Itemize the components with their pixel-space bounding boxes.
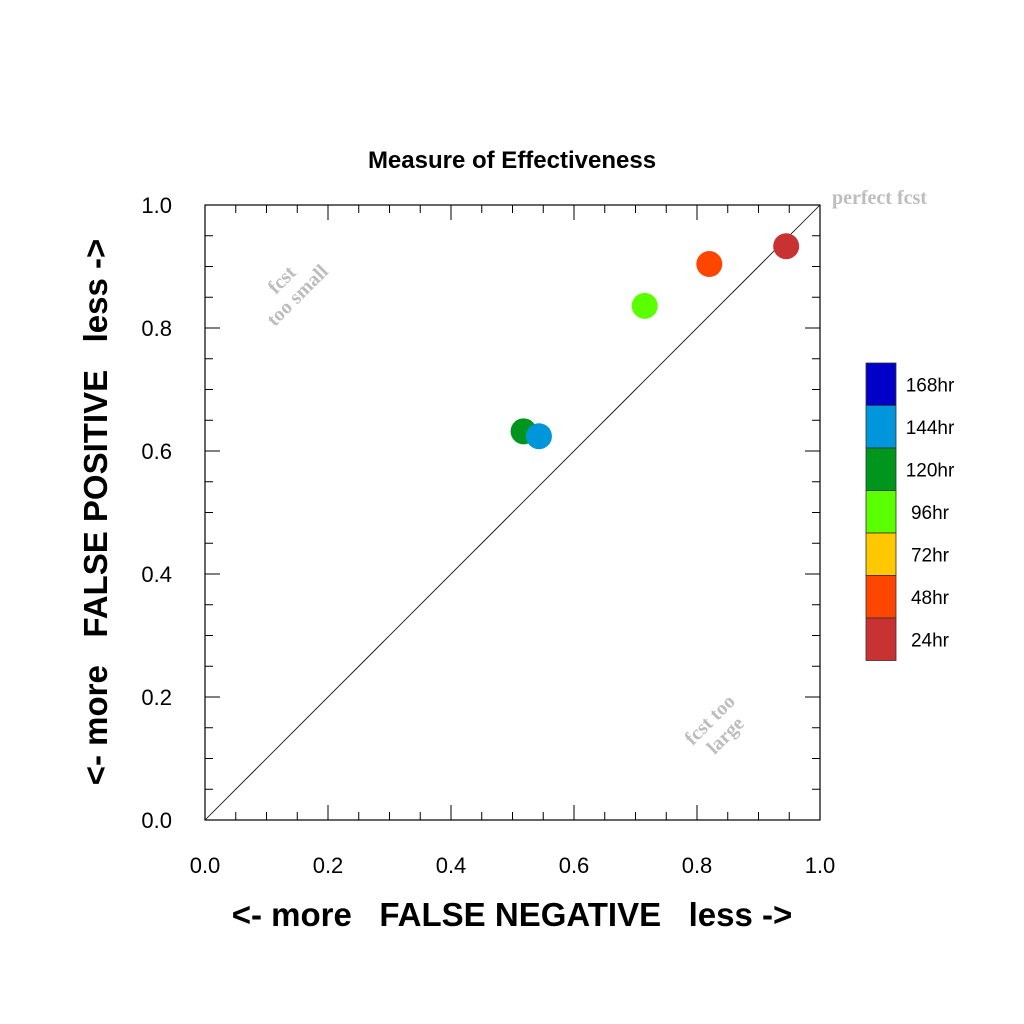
plot-frame <box>204 204 821 821</box>
legend-label-96hr: 96hr <box>911 503 950 524</box>
legend: 168hr 144hr 120hr 96hr 72hr 48hr 24hr <box>865 362 955 661</box>
legend-swatch-168hr <box>865 362 897 406</box>
y-tick-label: 0.0 <box>141 808 172 833</box>
data-points <box>510 233 800 450</box>
point-144hr <box>525 423 552 450</box>
legend-label-24hr: 24hr <box>911 630 950 651</box>
y-tick-label: 0.8 <box>141 316 172 341</box>
point-96hr <box>631 292 658 319</box>
y-axis-title: <- more FALSE POSITIVE less -> <box>77 239 114 786</box>
x-tick-label: 0.6 <box>559 853 590 878</box>
legend-swatch-144hr <box>865 405 897 449</box>
x-tick-label: 0.4 <box>436 853 467 878</box>
y-tick-label: 1.0 <box>141 193 172 218</box>
x-tick-label: 1.0 <box>805 853 836 878</box>
point-48hr <box>696 251 723 278</box>
y-tick-label: 0.2 <box>141 685 172 710</box>
legend-swatch-120hr <box>865 447 897 491</box>
legend-swatch-48hr <box>865 575 897 619</box>
y-tick-label: 0.6 <box>141 439 172 464</box>
legend-label-48hr: 48hr <box>911 588 950 609</box>
perfect-fcst-annotation: perfect fcst <box>832 187 927 209</box>
x-axis-title: <- more FALSE NEGATIVE less -> <box>232 896 793 933</box>
x-tick-label: 0.2 <box>313 853 344 878</box>
x-tick-label: 0.0 <box>190 853 221 878</box>
legend-swatch-24hr <box>865 617 897 661</box>
legend-label-120hr: 120hr <box>906 460 955 481</box>
legend-label-72hr: 72hr <box>911 545 950 566</box>
legend-label-168hr: 168hr <box>906 375 955 396</box>
axis-tick-labels: 0.0 0.2 0.4 0.6 0.8 1.0 0.0 0.2 0.4 0.6 0.8 1.0 <box>141 193 835 878</box>
point-24hr <box>773 233 800 260</box>
y-tick-label: 0.4 <box>141 562 172 587</box>
too-small-annotation-line2: too small <box>263 260 333 330</box>
legend-swatch-72hr <box>865 532 897 576</box>
x-tick-label: 0.8 <box>682 853 713 878</box>
legend-swatch-96hr <box>865 490 897 534</box>
chart-title: Measure of Effectiveness <box>368 147 656 174</box>
diagonal-reference-line <box>204 204 821 821</box>
legend-label-144hr: 144hr <box>906 418 955 439</box>
